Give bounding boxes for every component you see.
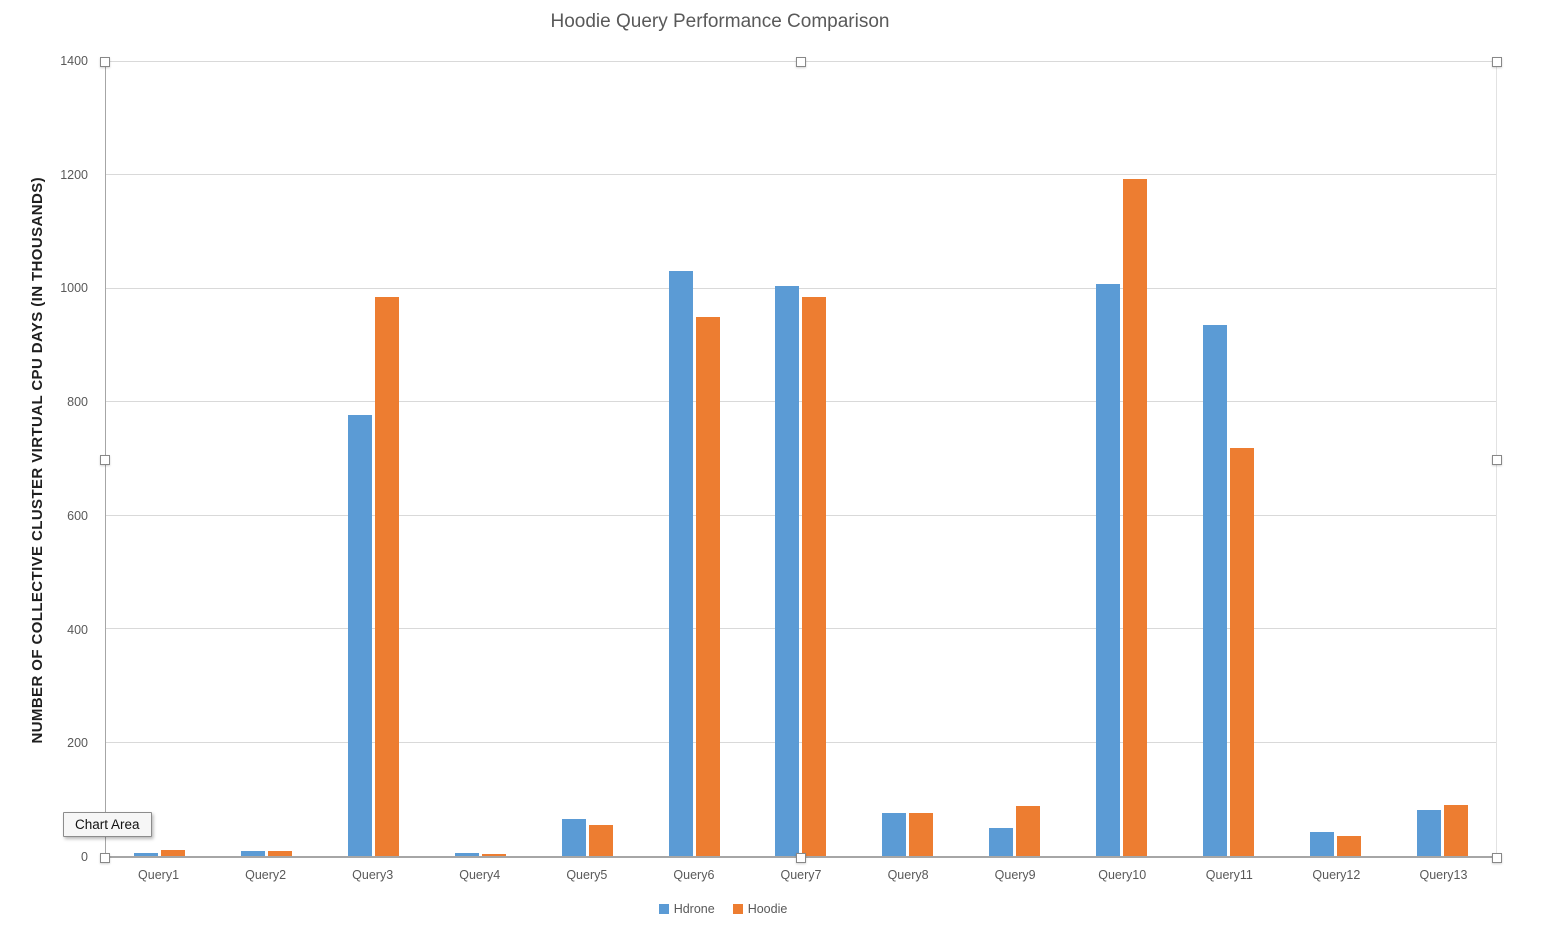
x-axis-label-query7[interactable]: Query7	[780, 868, 822, 882]
bar-hoodie-query2[interactable]	[267, 851, 292, 856]
bar-hoodie-query8[interactable]	[909, 812, 934, 856]
x-axis-label-query4[interactable]: Query4	[459, 868, 501, 882]
y-tick-label[interactable]: 800	[67, 395, 88, 410]
x-axis-label-query12[interactable]: Query12	[1312, 868, 1361, 882]
x-axis-label-query5[interactable]: Query5	[566, 868, 608, 882]
gridline	[106, 741, 1496, 743]
bar-group-query4	[427, 62, 534, 856]
chart-area-tooltip: Chart Area	[63, 812, 152, 837]
bar-group-query7	[748, 62, 855, 856]
plot-area[interactable]	[105, 61, 1497, 858]
x-axis-label-query8[interactable]: Query8	[887, 868, 929, 882]
y-tick-label[interactable]: 200	[67, 736, 88, 751]
x-axis-label-query3[interactable]: Query3	[352, 868, 394, 882]
y-tick-label[interactable]: 1000	[60, 281, 88, 296]
x-axis-labels: Query1 Query2 Query3 Query4 Query5 Query6 Quer…	[105, 868, 1497, 888]
bar-group-query13	[1389, 62, 1496, 856]
x-axis-label-query10[interactable]: Query10	[1098, 868, 1147, 882]
bar-group-query12	[1282, 62, 1389, 856]
y-tick-label[interactable]: 0	[81, 850, 88, 864]
y-tick-label[interactable]: 400	[67, 622, 88, 637]
x-axis-label-query1[interactable]: Query1	[138, 868, 180, 882]
gridline	[106, 401, 1496, 403]
bar-hdrone-query5[interactable]	[561, 819, 586, 856]
bar-hoodie-query1[interactable]	[160, 850, 185, 856]
bar-hoodie-query11[interactable]	[1230, 448, 1255, 856]
y-tick-label[interactable]: 1200	[60, 167, 88, 182]
selection-handle-bottom-center[interactable]	[796, 853, 806, 863]
x-axis-label-query6[interactable]: Query6	[673, 868, 715, 882]
bar-group-query8	[854, 62, 961, 856]
bar-hdrone-query4[interactable]	[454, 853, 479, 856]
bar-hdrone-query12[interactable]	[1310, 832, 1335, 856]
bar-hoodie-query9[interactable]	[1016, 806, 1041, 856]
x-axis-label-query9[interactable]: Query9	[994, 868, 1036, 882]
selection-handle-top-right[interactable]	[1492, 57, 1502, 67]
y-axis-tick-labels: 0 200 400 600 800 1000 1200 1400	[0, 54, 97, 864]
legend-item-hdrone[interactable]: Hdrone	[658, 902, 715, 916]
bar-hdrone-query1[interactable]	[133, 853, 158, 856]
bar-hoodie-query6[interactable]	[695, 317, 720, 856]
selection-handle-top-center[interactable]	[796, 57, 806, 67]
x-axis-label-query11[interactable]: Query11	[1205, 868, 1253, 882]
gridline	[106, 514, 1496, 516]
legend[interactable]: Hdrone Hoodie	[0, 902, 1446, 916]
legend-swatch-hdrone	[658, 904, 669, 914]
bar-hdrone-query3[interactable]	[347, 414, 372, 856]
legend-label: Hdrone	[673, 902, 715, 916]
bar-group-query5	[534, 62, 641, 856]
selection-handle-top-left[interactable]	[100, 57, 110, 67]
bar-hoodie-query10[interactable]	[1123, 179, 1148, 856]
bar-group-query2	[213, 62, 320, 856]
bar-hoodie-query13[interactable]	[1444, 804, 1469, 856]
bar-hdrone-query10[interactable]	[1096, 284, 1121, 856]
legend-label: Hoodie	[747, 902, 788, 916]
y-tick-label[interactable]: 1400	[60, 54, 88, 68]
selection-handle-mid-left[interactable]	[100, 455, 110, 465]
bar-group-query11	[1175, 62, 1282, 856]
gridline	[106, 174, 1496, 176]
selection-handle-mid-right[interactable]	[1492, 455, 1502, 465]
bar-hoodie-query12[interactable]	[1337, 836, 1362, 856]
bar-hdrone-query2[interactable]	[240, 851, 265, 856]
bar-hdrone-query6[interactable]	[668, 270, 693, 856]
bar-hdrone-query7[interactable]	[775, 286, 800, 856]
bar-hoodie-query5[interactable]	[588, 825, 613, 856]
bar-group-query9	[961, 62, 1068, 856]
bar-group-query6	[641, 62, 748, 856]
bar-hdrone-query9[interactable]	[989, 828, 1014, 856]
gridline	[106, 287, 1496, 289]
bar-hdrone-query8[interactable]	[882, 812, 907, 856]
gridline	[106, 628, 1496, 630]
selection-handle-bottom-right[interactable]	[1492, 853, 1502, 863]
bar-hoodie-query4[interactable]	[481, 853, 506, 856]
selection-handle-bottom-left[interactable]	[100, 853, 110, 863]
bar-hdrone-query11[interactable]	[1203, 325, 1228, 856]
bar-hdrone-query13[interactable]	[1417, 810, 1442, 856]
bar-group-query10	[1068, 62, 1175, 856]
legend-swatch-hoodie	[732, 904, 743, 914]
bar-group-query3	[320, 62, 427, 856]
bar-group-query1	[106, 62, 213, 856]
legend-item-hoodie[interactable]: Hoodie	[732, 902, 788, 916]
y-tick-label[interactable]: 600	[67, 508, 88, 523]
chart-title[interactable]: Hoodie Query Performance Comparison	[550, 11, 890, 32]
x-axis-label-query2[interactable]: Query2	[245, 868, 287, 882]
bar-hoodie-query3[interactable]	[374, 297, 399, 856]
bar-hoodie-query7[interactable]	[802, 297, 827, 856]
x-axis-label-query13[interactable]: Query13	[1419, 868, 1468, 882]
